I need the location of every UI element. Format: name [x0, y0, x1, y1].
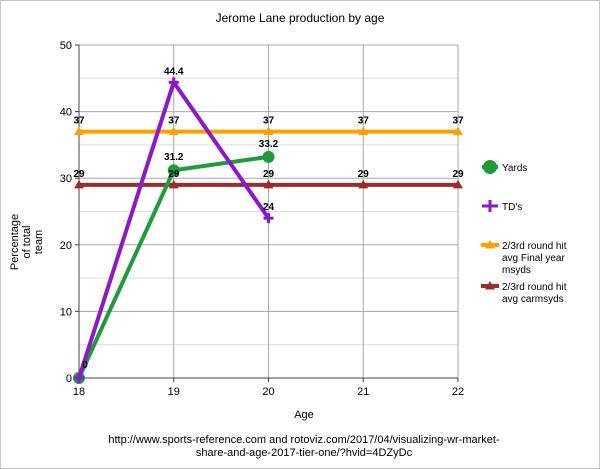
source-note: http://www.sports-reference.com and roto… — [108, 434, 500, 459]
marker-triangle — [263, 179, 274, 189]
data-label: 29 — [263, 169, 275, 180]
data-label: 24 — [263, 202, 275, 213]
x-ticks: 18 19 20 21 22 — [73, 378, 464, 398]
data-label: 29 — [168, 169, 180, 180]
data-label: 37 — [168, 116, 180, 127]
y-ticks: 0 10 20 30 40 50 — [60, 40, 79, 385]
marker-cross — [74, 373, 84, 383]
legend-label: Yards — [502, 163, 527, 174]
series-group — [73, 77, 463, 384]
data-label: 31.2 — [164, 152, 184, 163]
data-label: 0 — [82, 360, 88, 371]
marker-circle — [167, 164, 180, 177]
data-label: 37 — [452, 116, 464, 127]
y-axis-label-line: of total — [21, 225, 33, 258]
data-label: 29 — [73, 169, 85, 180]
data-label: 44.4 — [164, 66, 184, 77]
chart-title: Jerome Lane production by age — [216, 11, 385, 25]
data-label: 37 — [358, 116, 370, 127]
source-line: share-and-age-2017-tier-one/?hvid=4DZyDc — [196, 447, 413, 459]
legend-label: 2/3rd round hit — [502, 282, 567, 293]
y-tick-label: 30 — [60, 173, 72, 185]
legend-label: TD's — [502, 202, 522, 213]
marker-cross — [263, 213, 274, 224]
y-tick-label: 40 — [60, 107, 72, 119]
x-tick-label: 21 — [357, 386, 369, 398]
marker-triangle — [74, 179, 84, 189]
data-label: 37 — [73, 116, 85, 127]
marker-cross — [168, 77, 179, 88]
marker-circle — [483, 160, 497, 174]
marker-triangle — [485, 240, 495, 249]
legend-label: avg Final year — [502, 253, 565, 264]
x-axis-label: Age — [294, 409, 314, 421]
marker-triangle — [168, 179, 179, 189]
marker-triangle — [263, 126, 274, 136]
data-label: 33.2 — [259, 139, 279, 150]
legend-label: msyds — [502, 265, 531, 276]
y-tick-label: 0 — [66, 373, 72, 385]
data-labels: 31.2 33.2 0 44.4 24 37 37 37 37 37 29 29 29 29 29 — [73, 66, 464, 371]
x-tick-label: 18 — [73, 386, 85, 398]
marker-triangle — [74, 126, 84, 136]
y-tick-label: 10 — [60, 306, 72, 318]
marker-circle — [262, 150, 275, 163]
y-axis-label-line: Percentage — [9, 214, 21, 270]
x-tick-label: 20 — [262, 386, 274, 398]
x-tick-label: 19 — [168, 386, 180, 398]
y-axis-label: Percentage of total team — [9, 214, 45, 270]
data-label: 37 — [263, 116, 275, 127]
y-tick-label: 50 — [60, 40, 72, 52]
data-label: 29 — [358, 169, 370, 180]
source-line: http://www.sports-reference.com and roto… — [108, 434, 500, 446]
marker-triangle — [453, 179, 463, 189]
marker-triangle — [168, 126, 179, 136]
marker-triangle — [358, 179, 369, 189]
y-axis-label-line: team — [33, 230, 45, 254]
marker-cross — [484, 200, 496, 212]
marker-triangle — [485, 281, 495, 290]
y-tick-label: 20 — [60, 240, 72, 252]
marker-triangle — [453, 126, 463, 136]
x-tick-label: 22 — [452, 386, 464, 398]
legend-label: avg carmsyds — [502, 294, 564, 305]
marker-triangle — [358, 126, 369, 136]
legend-label: 2/3rd round hit — [502, 241, 567, 252]
data-label: 29 — [452, 169, 464, 180]
